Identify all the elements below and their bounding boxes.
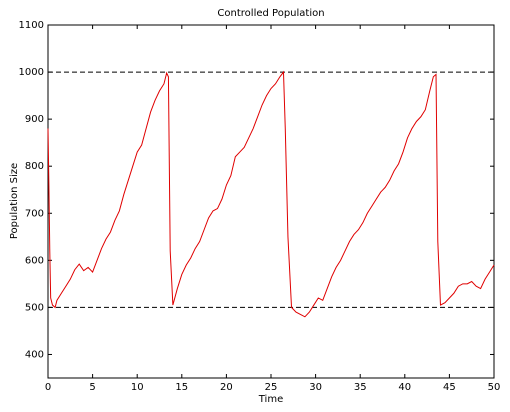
x-tick-label: 0 [45,382,51,393]
x-tick-label: 35 [354,382,367,393]
x-tick-label: 5 [89,382,95,393]
x-axis-label: Time [258,394,283,405]
y-tick-label: 1100 [19,20,44,31]
x-tick-label: 45 [443,382,456,393]
x-tick-label: 50 [488,382,501,393]
y-tick-label: 900 [25,114,44,125]
data-line [47,70,495,318]
chart-title: Controlled Population [217,8,324,19]
y-tick-label: 700 [25,208,44,219]
x-tick-label: 30 [309,382,322,393]
x-tick-label: 15 [175,382,188,393]
y-tick-label: 500 [25,302,44,313]
y-tick-label: 600 [25,255,44,266]
plot-frame [47,24,495,379]
x-tick-label: 25 [265,382,278,393]
x-tick-label: 40 [398,382,411,393]
x-tick-label: 20 [220,382,233,393]
x-tick-label: 10 [131,382,144,393]
y-tick-label: 1000 [19,67,44,78]
y-tick-label: 400 [25,349,44,360]
y-tick-label: 800 [25,161,44,172]
y-axis-label: Population Size [9,163,20,239]
